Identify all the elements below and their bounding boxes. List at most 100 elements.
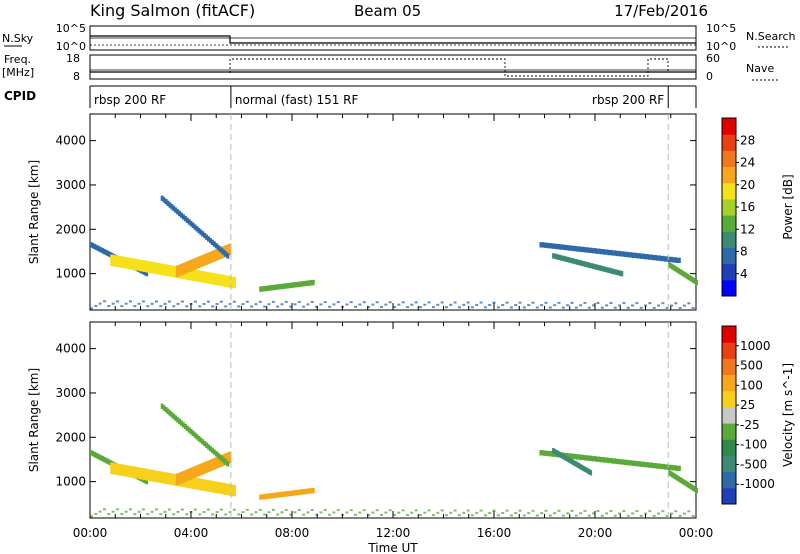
data-cell <box>202 271 208 284</box>
colorbar-swatch <box>722 358 736 376</box>
data-cell <box>560 255 564 261</box>
data-cell <box>224 483 229 495</box>
data-cell <box>124 302 128 305</box>
data-cell <box>648 302 652 305</box>
y-tick-label: 3000 <box>55 178 86 192</box>
data-cell <box>671 465 677 471</box>
data-cell <box>566 512 570 515</box>
x-tick-label: 16:00 <box>477 526 512 540</box>
data-cell <box>589 470 593 476</box>
data-cell <box>216 452 220 459</box>
data-cell <box>172 205 176 212</box>
data-cell <box>199 478 204 491</box>
data-cell <box>635 461 641 467</box>
data-cell <box>362 509 366 512</box>
x-tick-label: 08:00 <box>275 526 310 540</box>
power-panel: 1000 2000 3000 4000 Slant Range [km] 4 8 12 16 20… <box>27 113 795 311</box>
data-feature <box>668 470 698 494</box>
data-cell <box>306 511 310 514</box>
data-cell <box>185 469 188 482</box>
data-cell <box>522 514 526 517</box>
data-cell <box>224 251 228 257</box>
data-cell <box>309 488 312 494</box>
data-cell <box>268 493 272 499</box>
data-cell <box>115 300 119 303</box>
data-cell <box>213 481 219 494</box>
data-cell <box>590 263 594 269</box>
data-cell <box>309 280 312 286</box>
colorbar-swatch <box>722 215 736 232</box>
data-cell <box>288 490 292 497</box>
data-cell <box>449 303 453 306</box>
data-cell <box>199 270 204 283</box>
data-cell <box>191 259 195 271</box>
data-cell <box>307 488 311 494</box>
data-cell <box>635 253 641 259</box>
data-cell <box>527 512 531 515</box>
data-cell <box>576 259 580 265</box>
data-cell <box>427 301 431 304</box>
data-cell <box>90 515 93 518</box>
data-cell <box>570 509 574 512</box>
data-cell <box>440 509 444 512</box>
data-cell <box>659 255 665 262</box>
data-cell <box>94 244 98 251</box>
data-cell <box>380 305 384 308</box>
data-cell <box>566 304 570 307</box>
data-cell <box>384 511 388 514</box>
data-cell <box>227 452 230 464</box>
data-cell <box>557 301 561 304</box>
data-cell <box>137 302 141 305</box>
data-cell <box>266 285 270 291</box>
data-cell <box>174 207 178 213</box>
data-cell <box>198 305 202 308</box>
x-tick-label: 20:00 <box>578 526 613 540</box>
data-cell <box>301 489 304 495</box>
data-cell <box>137 510 141 513</box>
data-cell <box>217 456 221 468</box>
data-cell <box>162 405 166 411</box>
data-cell <box>583 301 587 304</box>
data-cell <box>604 266 608 273</box>
data-cell <box>163 302 167 305</box>
data-cell <box>543 450 549 456</box>
data-cell <box>598 265 602 271</box>
data-cell <box>222 457 226 464</box>
data-cell <box>393 306 396 309</box>
data-cell <box>315 305 319 308</box>
data-cell <box>579 304 583 307</box>
data-feature <box>160 195 230 259</box>
data-cell <box>186 261 190 273</box>
data-cell <box>569 458 573 464</box>
data-cell <box>166 200 170 207</box>
data-cell <box>189 429 193 435</box>
y-tick-label: 3000 <box>55 386 86 400</box>
data-cell <box>99 455 103 461</box>
data-cell <box>185 305 189 308</box>
data-cell <box>670 512 674 515</box>
colorbar-tick-label: 500 <box>740 359 763 373</box>
data-cell <box>101 248 105 254</box>
data-cell <box>577 462 580 469</box>
data-cell <box>615 458 621 465</box>
data-cell <box>576 462 579 468</box>
data-cell <box>674 302 678 305</box>
data-cell <box>163 264 169 276</box>
data-cell <box>647 462 653 468</box>
data-cell <box>156 263 162 275</box>
data-cell <box>600 306 604 309</box>
data-cell <box>183 262 187 274</box>
colorbar-tick-label: 100 <box>740 378 763 392</box>
data-cell <box>643 462 649 468</box>
data-cell <box>514 512 518 515</box>
data-cell <box>548 306 552 309</box>
data-cell <box>178 472 182 484</box>
data-cell <box>304 280 307 287</box>
data-cell <box>470 514 474 517</box>
data-cell <box>599 457 605 463</box>
data-cell <box>584 261 588 267</box>
data-cell <box>667 256 673 263</box>
data-cell <box>602 266 606 272</box>
data-cell <box>596 264 600 271</box>
data-cell <box>567 245 573 251</box>
